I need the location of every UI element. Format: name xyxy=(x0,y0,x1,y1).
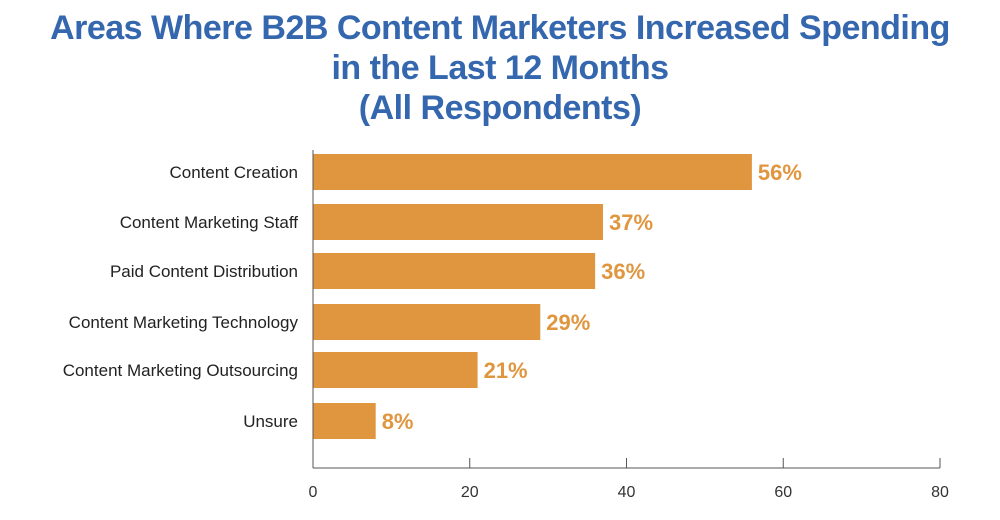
bar-1 xyxy=(313,204,603,240)
x-tick-label: 0 xyxy=(309,484,318,501)
bar-3 xyxy=(313,304,541,340)
category-label: Content Marketing Technology xyxy=(69,313,299,332)
category-label: Content Marketing Staff xyxy=(120,213,299,232)
chart-title: Areas Where B2B Content Marketers Increa… xyxy=(0,8,1000,128)
category-label: Paid Content Distribution xyxy=(110,262,298,281)
value-label: 56% xyxy=(758,160,802,185)
category-label: Unsure xyxy=(243,412,298,431)
value-label: 21% xyxy=(484,358,528,383)
x-tick-label: 40 xyxy=(618,484,636,501)
category-label: Content Creation xyxy=(169,163,298,182)
x-tick-label: 80 xyxy=(931,484,949,501)
chart-title-line-1: Areas Where B2B Content Marketers Increa… xyxy=(50,9,950,47)
x-tick-label: 60 xyxy=(774,484,792,501)
bar-0 xyxy=(313,154,752,190)
value-label: 29% xyxy=(546,310,590,335)
category-label: Content Marketing Outsourcing xyxy=(63,361,298,380)
bar-5 xyxy=(313,403,376,439)
value-label: 36% xyxy=(601,259,645,284)
value-label: 8% xyxy=(382,409,414,434)
x-tick-label: 20 xyxy=(461,484,479,501)
bar-4 xyxy=(313,352,478,388)
chart-title-line-3: (All Respondents) xyxy=(358,89,642,127)
value-label: 37% xyxy=(609,210,653,235)
chart-title-line-2: in the Last 12 Months xyxy=(331,49,669,87)
bar-2 xyxy=(313,253,596,289)
